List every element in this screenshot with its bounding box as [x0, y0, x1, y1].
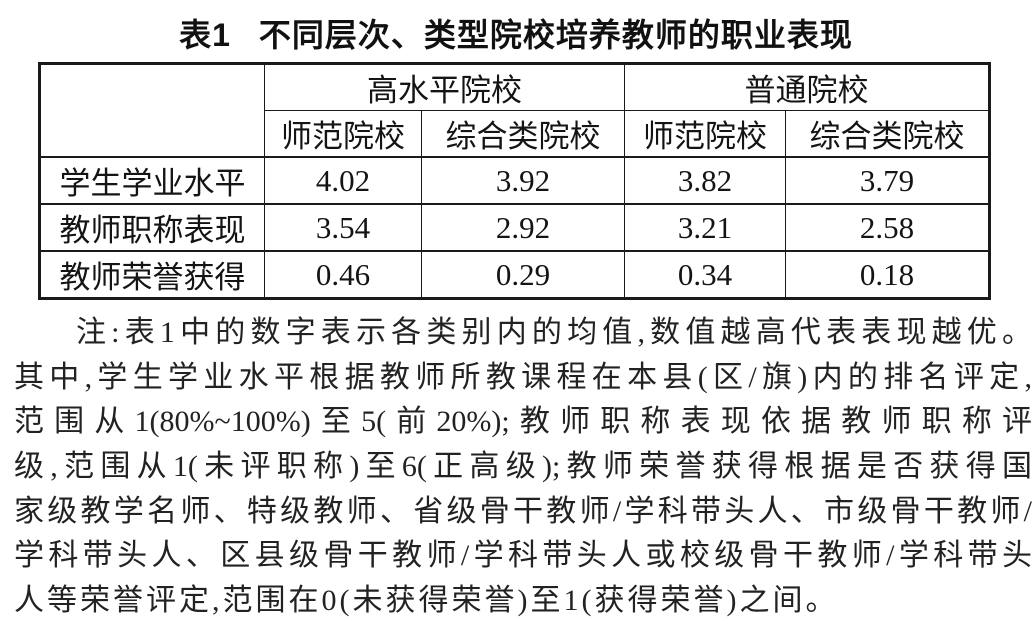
group-header-ordinary: 普通院校 — [624, 62, 990, 111]
sub-header-comprehensive-2: 综合类院校 — [785, 110, 990, 158]
table-row-student-achievement: 学生学业水平 4.02 3.92 3.82 3.79 — [39, 156, 990, 205]
value-cell: 0.34 — [624, 250, 786, 300]
performance-table: 高水平院校 普通院校 师范院校 综合类院校 师范院校 综合类院校 学生学业水平 … — [38, 62, 991, 300]
value-cell: 3.79 — [785, 156, 990, 205]
row-label: 教师职称表现 — [39, 203, 265, 252]
value-cell: 2.58 — [785, 203, 990, 252]
table-caption: 表1 不同层次、类型院校培养教师的职业表现 — [0, 10, 1032, 56]
sub-header-row: 师范院校 综合类院校 师范院校 综合类院校 — [40, 110, 990, 158]
sub-header-comprehensive-1: 综合类院校 — [421, 110, 625, 158]
note-line: 注:表1中的数字表示各类别内的均值,数值越高代表表现越优。 — [76, 316, 1032, 349]
value-cell: 3.21 — [624, 203, 786, 252]
note-line: 范围从1(80%~100%)至5(前20%);教师职称表现依据教师职称评 — [14, 405, 1032, 439]
group-header-row: 高水平院校 普通院校 — [39, 62, 990, 158]
sub-header-normal-2: 师范院校 — [624, 110, 786, 158]
value-cell: 0.46 — [264, 250, 422, 300]
table-row-teacher-honor: 教师荣誉获得 0.46 0.29 0.34 0.18 — [39, 250, 990, 300]
note-line: 其中,学生学业水平根据教师所教课程在本县(区/旗)内的排名评定, — [14, 360, 1032, 394]
sub-header-normal-1: 师范院校 — [264, 110, 422, 158]
note-line: 家级教学名师、特级教师、省级骨干教师/学科带头人、市级骨干教师/ — [14, 494, 1032, 528]
note-line: 学科带头人、区县级骨干教师/学科带头人或校级骨干教师/学科带头 — [14, 539, 1032, 573]
row-label: 教师荣誉获得 — [39, 250, 265, 300]
note-line: 人等荣誉评定,范围在0(未获得荣誉)至1(获得荣誉)之间。 — [14, 584, 839, 618]
table-caption-text: 不同层次、类型院校培养教师的职业表现 — [258, 17, 853, 53]
corner-cell — [39, 62, 265, 158]
note-line: 级,范围从1(未评职称)至6(正高级);教师荣誉获得根据是否获得国 — [14, 450, 1032, 484]
value-cell: 3.82 — [624, 156, 786, 205]
value-cell: 0.29 — [421, 250, 625, 300]
table-note: 注:表1中的数字表示各类别内的均值,数值越高代表表现越优。 其中,学生学业水平根… — [14, 311, 1032, 624]
value-cell: 4.02 — [264, 156, 422, 205]
group-header-high-level: 高水平院校 — [264, 62, 625, 111]
row-label: 学生学业水平 — [39, 156, 265, 205]
value-cell: 0.18 — [785, 250, 990, 300]
table-row-teacher-title: 教师职称表现 3.54 2.92 3.21 2.58 — [39, 203, 990, 252]
value-cell: 3.92 — [421, 156, 625, 205]
table-caption-label: 表1 — [179, 17, 231, 53]
value-cell: 2.92 — [421, 203, 625, 252]
value-cell: 3.54 — [264, 203, 422, 252]
